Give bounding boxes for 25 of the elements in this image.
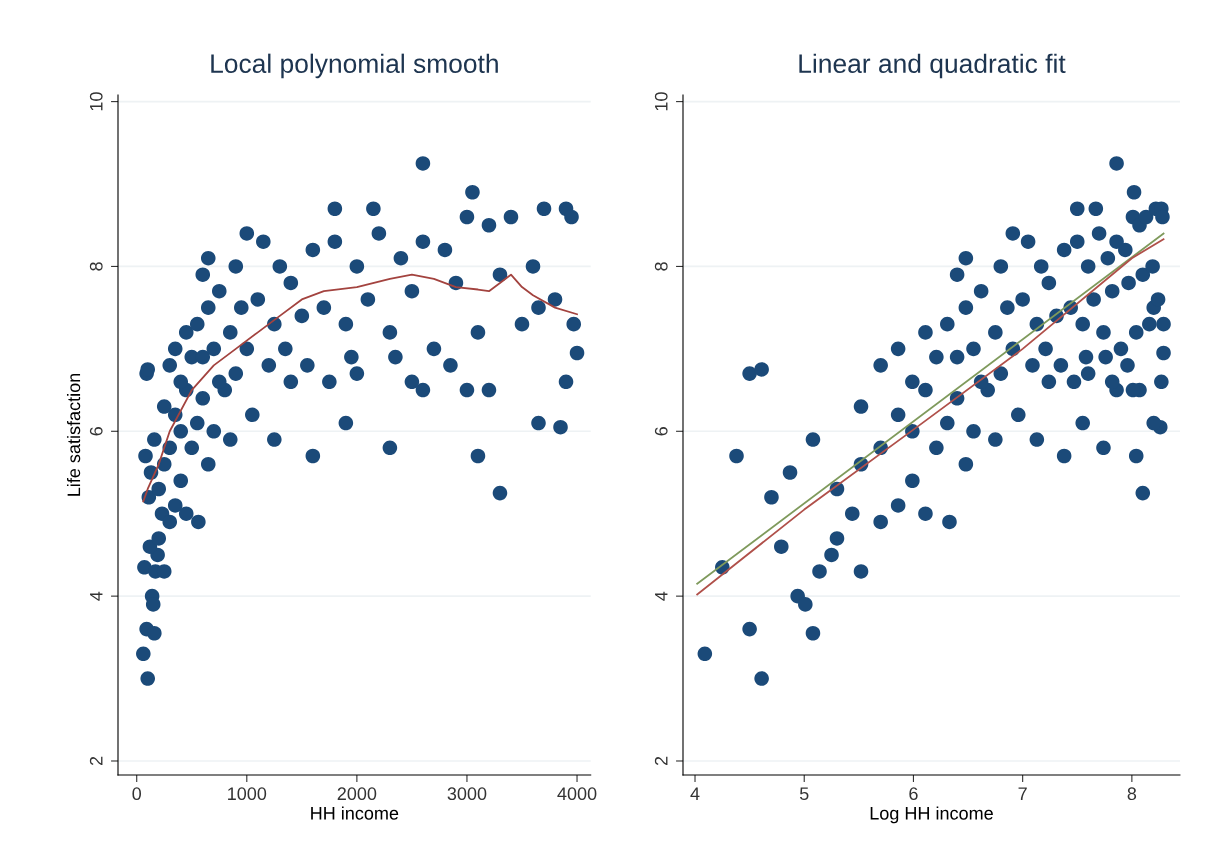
y-tick-label: 6 — [89, 427, 103, 436]
y-tick-label: 10 — [89, 92, 103, 111]
x-axis-title: HH income — [311, 806, 399, 820]
y-tick-label: 4 — [90, 591, 103, 601]
chart-title: Linear and quadratic fit — [799, 53, 1066, 79]
y-axis-title: Life satisfaction — [66, 373, 81, 496]
y-tick-label: 6 — [654, 427, 668, 436]
x-axis-title: Log HH income — [870, 806, 993, 824]
x-tick-label: 8 — [1127, 787, 1137, 801]
x-tick-label: 7 — [1018, 787, 1027, 800]
y-tick-label: 8 — [654, 262, 668, 271]
x-tick-label: 1000 — [228, 787, 267, 801]
x-tick-label: 0 — [132, 787, 142, 801]
y-tick-label: 8 — [89, 262, 103, 271]
chart-title: Local polynomial smooth — [211, 53, 498, 79]
y-tick-label: 10 — [654, 92, 668, 111]
x-tick-label: 4 — [690, 787, 700, 800]
x-tick-label: 2000 — [337, 787, 377, 801]
y-tick-label: 2 — [89, 756, 103, 766]
x-tick-label: 5 — [799, 787, 809, 801]
y-tick-label: 4 — [655, 591, 668, 601]
y-tick-label: 2 — [654, 756, 668, 766]
x-tick-label: 3000 — [447, 787, 487, 801]
x-tick-label: 6 — [909, 787, 918, 801]
x-tick-label: 4000 — [557, 787, 597, 801]
